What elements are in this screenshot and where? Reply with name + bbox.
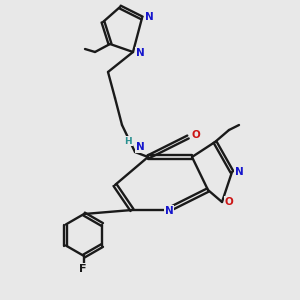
Text: O: O bbox=[225, 197, 233, 207]
Text: N: N bbox=[165, 206, 173, 216]
Text: H: H bbox=[124, 136, 132, 146]
Text: N: N bbox=[136, 48, 144, 58]
Text: O: O bbox=[192, 130, 200, 140]
Text: N: N bbox=[145, 12, 153, 22]
Text: N: N bbox=[235, 167, 243, 177]
Text: N: N bbox=[136, 142, 144, 152]
Text: F: F bbox=[79, 264, 87, 274]
